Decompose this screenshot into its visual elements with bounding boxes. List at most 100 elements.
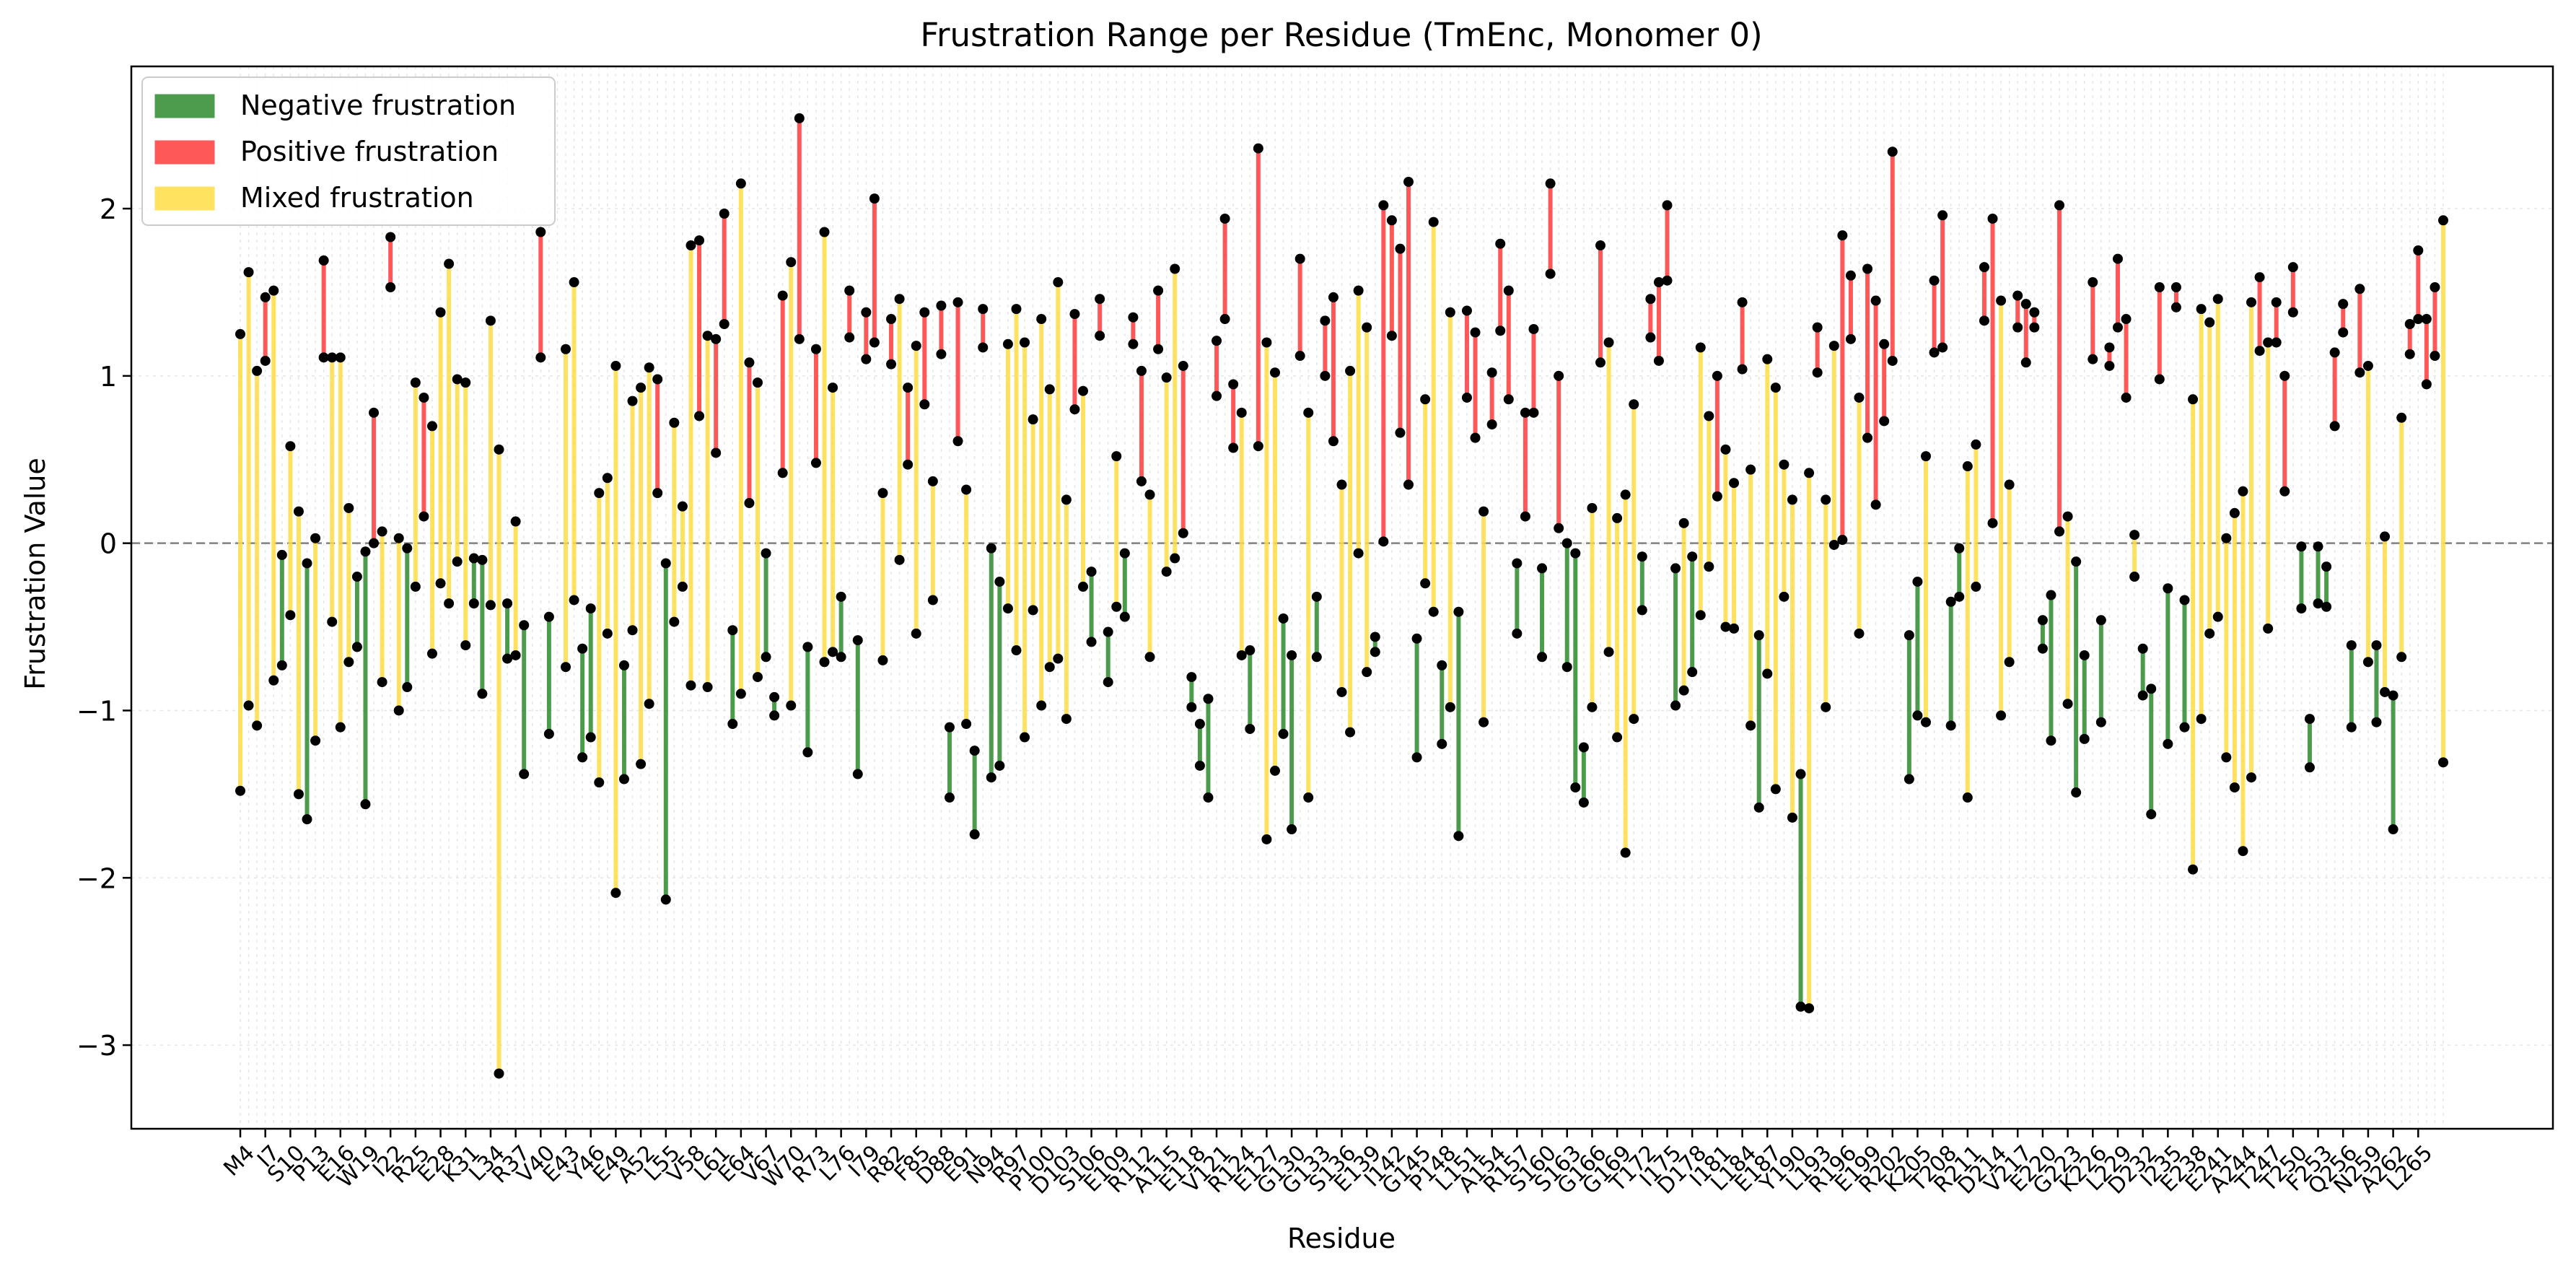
range-max-point — [318, 255, 329, 266]
range-min-point — [2121, 392, 2132, 403]
range-max-point — [1303, 407, 1314, 418]
range-min-point — [1670, 700, 1681, 711]
range-min-point — [1854, 628, 1865, 639]
chart-title: Frustration Range per Residue (TmEnc, Mo… — [920, 16, 1762, 54]
range-max-point — [1128, 312, 1139, 323]
range-max-point — [1362, 322, 1372, 333]
range-max-point — [293, 506, 304, 517]
range-max-point — [2430, 281, 2440, 292]
range-min-point — [1753, 802, 1764, 813]
range-max-point — [2104, 342, 2115, 353]
range-min-point — [1537, 652, 1548, 663]
range-max-point — [1670, 563, 1681, 574]
range-min-point — [1845, 333, 1856, 344]
range-max-point — [1737, 297, 1748, 307]
range-max-point — [569, 277, 579, 288]
range-max-point — [944, 722, 955, 733]
range-max-point — [1428, 217, 1439, 227]
range-max-point — [1879, 338, 1890, 349]
range-max-point — [786, 257, 797, 268]
range-min-point — [1161, 567, 1172, 577]
range-min-point — [2004, 657, 2015, 668]
range-max-point — [2229, 507, 2240, 518]
range-min-point — [677, 581, 688, 592]
range-min-point — [2430, 351, 2440, 362]
range-min-point — [402, 682, 413, 693]
range-max-point — [1678, 517, 1689, 528]
range-max-point — [2362, 360, 2373, 371]
range-max-point — [1395, 243, 1406, 254]
range-min-point — [2371, 717, 2382, 727]
y-tick-label: 2 — [100, 193, 117, 225]
range-min-point — [1203, 792, 1214, 803]
range-max-point — [1653, 277, 1664, 288]
range-min-point — [1445, 702, 1455, 712]
range-max-point — [577, 643, 588, 654]
range-min-point — [2154, 374, 2165, 385]
range-max-point — [1245, 645, 1256, 656]
range-min-point — [1862, 432, 1873, 443]
range-min-point — [2037, 643, 2048, 654]
range-max-point — [2046, 590, 2056, 600]
range-min-point — [1662, 275, 1673, 286]
range-min-point — [377, 677, 387, 688]
range-min-point — [2054, 526, 2065, 537]
range-max-point — [452, 374, 463, 385]
range-max-point — [1437, 660, 1447, 670]
range-min-point — [1945, 720, 1956, 731]
range-min-point — [1704, 561, 1714, 572]
legend-frame — [141, 77, 556, 226]
range-min-point — [1320, 370, 1331, 381]
range-max-point — [1812, 322, 1823, 333]
range-max-point — [2095, 615, 2106, 626]
range-max-point — [1870, 295, 1881, 306]
range-min-point — [894, 554, 905, 565]
y-axis: −3 −2 −1 0 1 2 — [76, 193, 131, 1062]
range-min-point — [335, 722, 346, 733]
range-max-point — [2212, 294, 2223, 305]
range-min-point — [877, 655, 888, 665]
range-max-point — [2329, 347, 2340, 358]
range-min-point — [1879, 416, 1890, 427]
range-min-point — [1336, 686, 1347, 697]
range-min-point — [1269, 765, 1280, 776]
range-max-point — [1212, 336, 1222, 346]
range-min-point — [1603, 647, 1614, 657]
range-max-point — [385, 232, 396, 242]
range-min-point — [1437, 738, 1447, 749]
range-min-point — [1103, 677, 1113, 688]
y-tick-label: 1 — [100, 361, 117, 393]
range-min-point — [1153, 344, 1164, 354]
legend-swatch-mixed — [154, 186, 215, 211]
range-max-point — [727, 625, 738, 636]
range-max-point — [886, 314, 897, 325]
range-max-point — [677, 501, 688, 512]
range-max-point — [1528, 323, 1539, 334]
range-max-point — [1837, 230, 1848, 241]
range-min-point — [1612, 732, 1623, 743]
range-min-point — [1971, 581, 1981, 592]
range-max-point — [1320, 315, 1331, 326]
range-max-point — [1962, 461, 1973, 472]
range-min-point — [1712, 491, 1722, 502]
range-max-point — [1945, 596, 1956, 607]
range-min-point — [1520, 511, 1530, 522]
range-min-point — [2029, 322, 2040, 333]
range-min-point — [1069, 404, 1080, 415]
range-max-point — [435, 307, 446, 318]
range-min-point — [1645, 332, 1656, 343]
range-max-point — [1520, 407, 1530, 418]
range-min-point — [1687, 667, 1698, 678]
range-min-point — [1170, 553, 1180, 564]
range-min-point — [1219, 314, 1230, 325]
range-max-point — [1161, 372, 1172, 383]
range-min-point — [2362, 657, 2373, 668]
range-min-point — [836, 652, 846, 663]
range-min-point — [627, 625, 638, 636]
range-min-point — [2104, 360, 2115, 371]
range-min-point — [1061, 714, 1072, 725]
range-min-point — [802, 747, 813, 758]
range-max-point — [1629, 399, 1639, 410]
range-min-point — [1228, 442, 1239, 453]
range-min-point — [986, 772, 996, 783]
